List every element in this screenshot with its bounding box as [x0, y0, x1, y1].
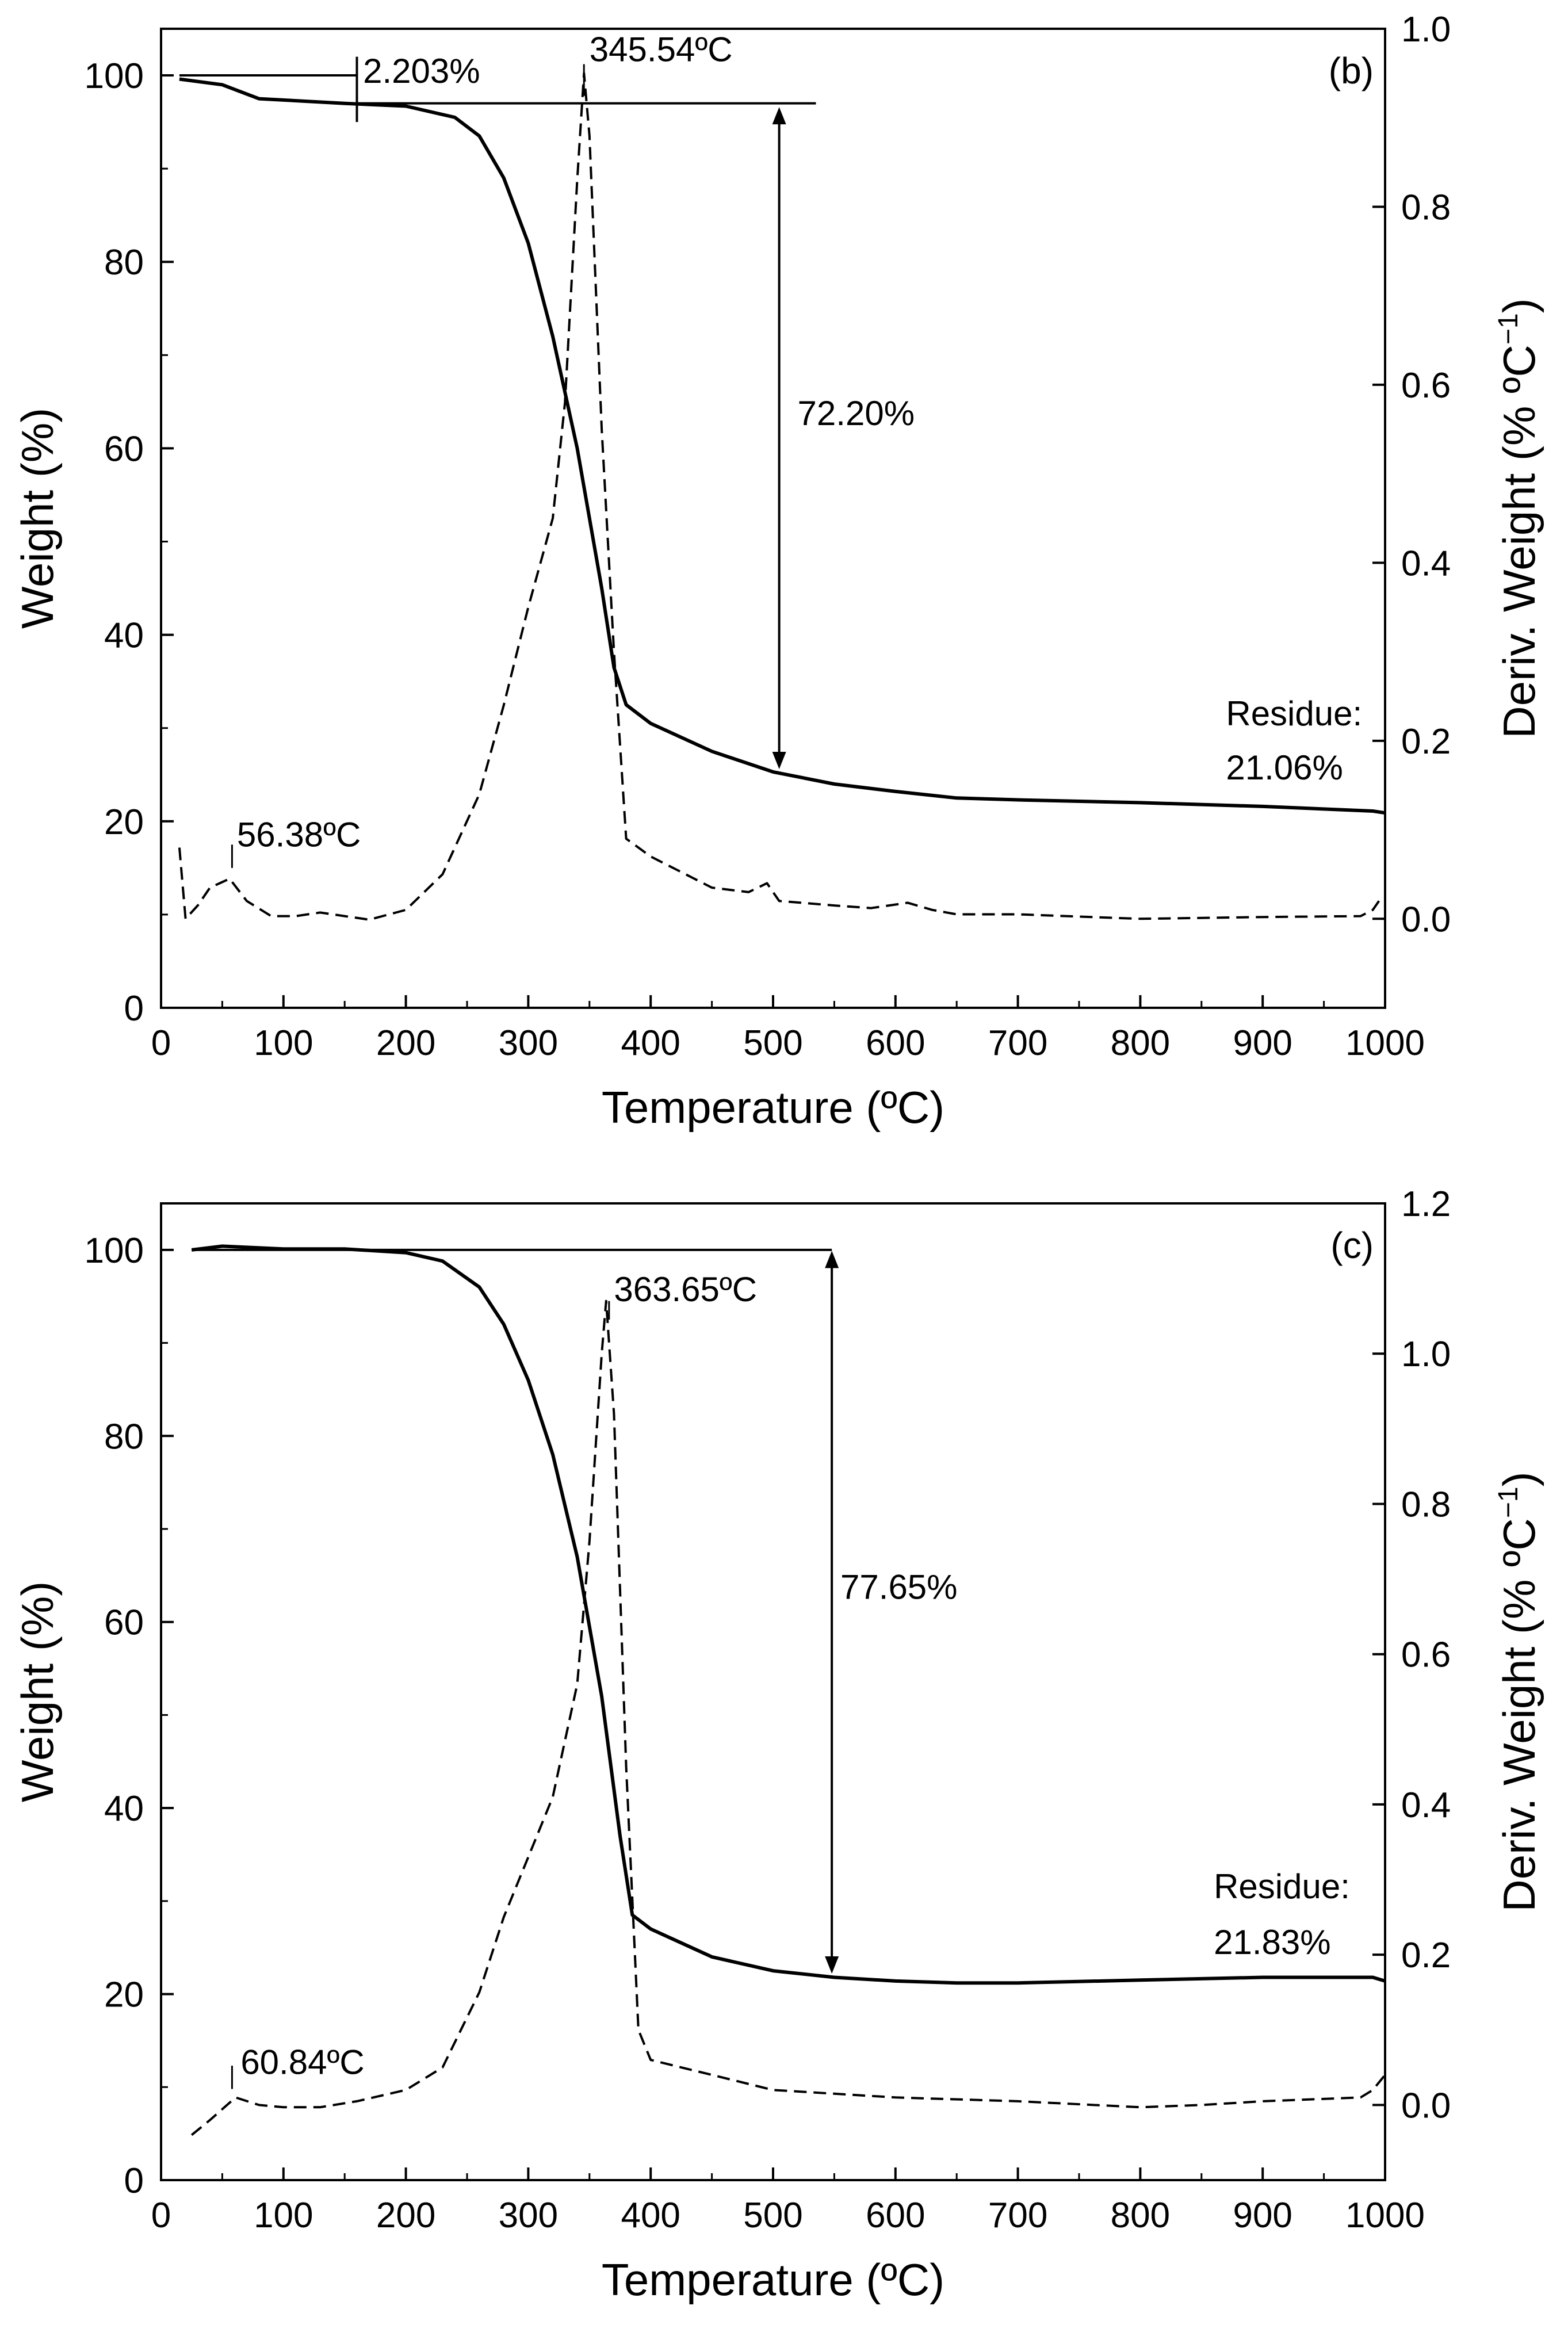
- mass-loss-arrow-head-top: [772, 107, 786, 125]
- x-tick-label: 700: [988, 1023, 1047, 1063]
- annotation-label: 21.06%: [1226, 748, 1343, 787]
- y2-axis-title: Deriv. Weight (% ºC−1): [1493, 298, 1544, 738]
- y2-tick-label: 0.6: [1401, 366, 1451, 406]
- x-tick-label: 200: [376, 1023, 435, 1063]
- annotation-label: 60.84ºC: [240, 2043, 364, 2082]
- y-tick-label: 40: [104, 616, 144, 656]
- y-tick-label: 20: [104, 1975, 144, 2015]
- y2-tick-label: 0.4: [1401, 1786, 1451, 1825]
- y2-tick-label: 0.4: [1401, 544, 1451, 583]
- y-tick-label: 0: [124, 989, 144, 1029]
- mass-loss-arrow-head-bottom: [825, 1956, 839, 1974]
- y2-tick-label: 0.8: [1401, 1485, 1451, 1524]
- annotation-label: 345.54ºC: [590, 30, 733, 69]
- y-tick-label: 60: [104, 1603, 144, 1643]
- y2-tick-label: 1.0: [1401, 10, 1451, 49]
- panel-c: 0 100 200 300 400 500 600 700 800 900 1000 0 20 40 60 8…: [12, 1184, 1544, 2305]
- x-tick-label: 300: [499, 1023, 558, 1063]
- annotation-label: Residue:: [1214, 1867, 1350, 1906]
- x-tick-label: 700: [988, 2196, 1047, 2235]
- y-axis-title: Weight (%): [12, 408, 63, 629]
- y-tick-label: 80: [104, 1417, 144, 1456]
- y-tick-label: 0: [124, 2161, 144, 2201]
- x-tick-label: 800: [1111, 2196, 1170, 2235]
- x-tick-label: 500: [743, 1023, 802, 1063]
- y2-tick-label: 0.0: [1401, 900, 1451, 939]
- x-tick-label: 300: [499, 2196, 558, 2235]
- panel-label: (b): [1329, 50, 1374, 91]
- y-tick-label: 40: [104, 1789, 144, 1829]
- panel-b: 0 100 200 300 400 500 600 700 800 900 1000 0 20 40 60 8…: [12, 10, 1544, 1133]
- x-tick-label: 400: [621, 2196, 680, 2235]
- series-weight-line: [191, 1244, 1386, 1985]
- y-tick-label: 20: [104, 802, 144, 842]
- x-tick-label: 1000: [1345, 1023, 1425, 1063]
- y2-tick-label: 0.8: [1401, 188, 1451, 227]
- y2-tick-label: 0.6: [1401, 1635, 1451, 1675]
- panel-label: (c): [1330, 1225, 1374, 1266]
- y-tick-label: 80: [104, 243, 144, 282]
- x-tick-label: 0: [151, 1023, 171, 1063]
- annotation-label: 21.83%: [1214, 1923, 1331, 1962]
- y2-tick-label: 0.0: [1401, 2086, 1451, 2125]
- x-tick-label: 900: [1233, 1023, 1292, 1063]
- x-tick-label: 600: [866, 2196, 925, 2235]
- y2-tick-label: 0.2: [1401, 722, 1451, 762]
- mass-loss-arrow-head-top: [825, 1251, 839, 1268]
- annotation-label: 77.65%: [840, 1567, 958, 1606]
- x-tick-label: 800: [1111, 1023, 1170, 1063]
- y-axis-title: Weight (%): [12, 1581, 63, 1802]
- y-tick-label: 60: [104, 429, 144, 469]
- annotation-label: 72.20%: [798, 394, 915, 433]
- annotation-label: Residue:: [1226, 694, 1362, 733]
- y2-tick-label: 0.2: [1401, 1936, 1451, 1975]
- x-axis-title: Temperature (ºC): [602, 2254, 944, 2305]
- annotation-label: 2.203%: [363, 52, 480, 90]
- x-tick-label: 900: [1233, 2196, 1292, 2235]
- annotation-label: 363.65ºC: [614, 1270, 757, 1309]
- x-tick-label: 600: [866, 1023, 925, 1063]
- y-tick-label: 100: [85, 56, 144, 96]
- y2-tick-label: 1.0: [1401, 1335, 1451, 1374]
- x-tick-label: 200: [376, 2196, 435, 2235]
- x-tick-label: 100: [254, 2196, 313, 2235]
- annotation-label: 56.38ºC: [237, 816, 361, 854]
- x-tick-label: 100: [254, 1023, 313, 1063]
- series-deriv-weight-line: [190, 1299, 1386, 2136]
- mass-loss-arrow-head-bottom: [772, 752, 786, 770]
- y-tick-label: 100: [85, 1231, 144, 1271]
- y2-tick-label: 1.2: [1401, 1184, 1451, 1224]
- x-tick-label: 500: [743, 2196, 802, 2235]
- x-tick-label: 1000: [1345, 2196, 1425, 2235]
- x-tick-label: 400: [621, 1023, 680, 1063]
- y2-axis-title: Deriv. Weight (% ºC−1): [1493, 1471, 1544, 1911]
- x-tick-label: 0: [151, 2196, 171, 2235]
- x-axis-title: Temperature (ºC): [602, 1082, 944, 1133]
